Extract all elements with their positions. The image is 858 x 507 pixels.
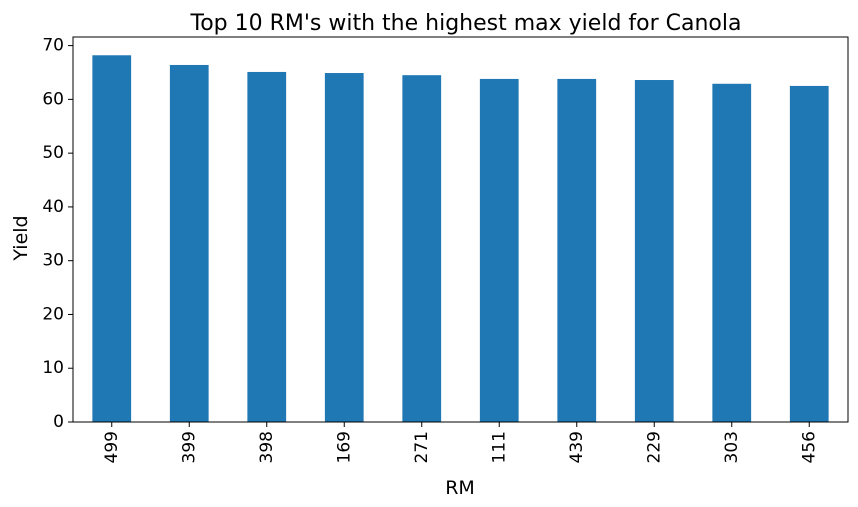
- x-tick-label: 303: [722, 431, 742, 463]
- x-tick-label: 439: [567, 431, 587, 463]
- y-tick-label: 10: [42, 358, 64, 378]
- x-tick-label: 271: [412, 431, 432, 463]
- x-tick-label: 456: [799, 431, 819, 463]
- y-axis-label: Yield: [10, 215, 32, 261]
- bar: [92, 55, 132, 422]
- x-tick-label: 229: [644, 431, 664, 463]
- bar: [324, 73, 364, 422]
- x-tick-label: 111: [489, 431, 509, 463]
- bar: [557, 78, 597, 422]
- chart-title: Top 10 RM's with the highest max yield f…: [190, 11, 742, 36]
- bar: [247, 71, 287, 422]
- y-tick-label: 40: [42, 197, 64, 217]
- bar: [712, 83, 752, 422]
- bar: [169, 64, 209, 423]
- bar: [479, 78, 519, 422]
- plot-frame: [72, 36, 849, 423]
- x-tick-label: 399: [179, 431, 199, 463]
- bar: [634, 80, 674, 423]
- y-tick-label: 70: [42, 36, 64, 56]
- y-tick-label: 30: [42, 251, 64, 271]
- bar: [402, 75, 442, 423]
- x-tick-label: 169: [334, 431, 354, 463]
- y-tick-label: 0: [53, 412, 64, 432]
- bar: [789, 85, 829, 423]
- x-tick-label: 398: [257, 431, 277, 463]
- x-axis-label: RM: [445, 477, 475, 499]
- y-tick-label: 20: [42, 304, 64, 324]
- y-tick-label: 50: [42, 143, 64, 163]
- y-tick-label: 60: [42, 89, 64, 109]
- x-tick-label: 499: [102, 431, 122, 463]
